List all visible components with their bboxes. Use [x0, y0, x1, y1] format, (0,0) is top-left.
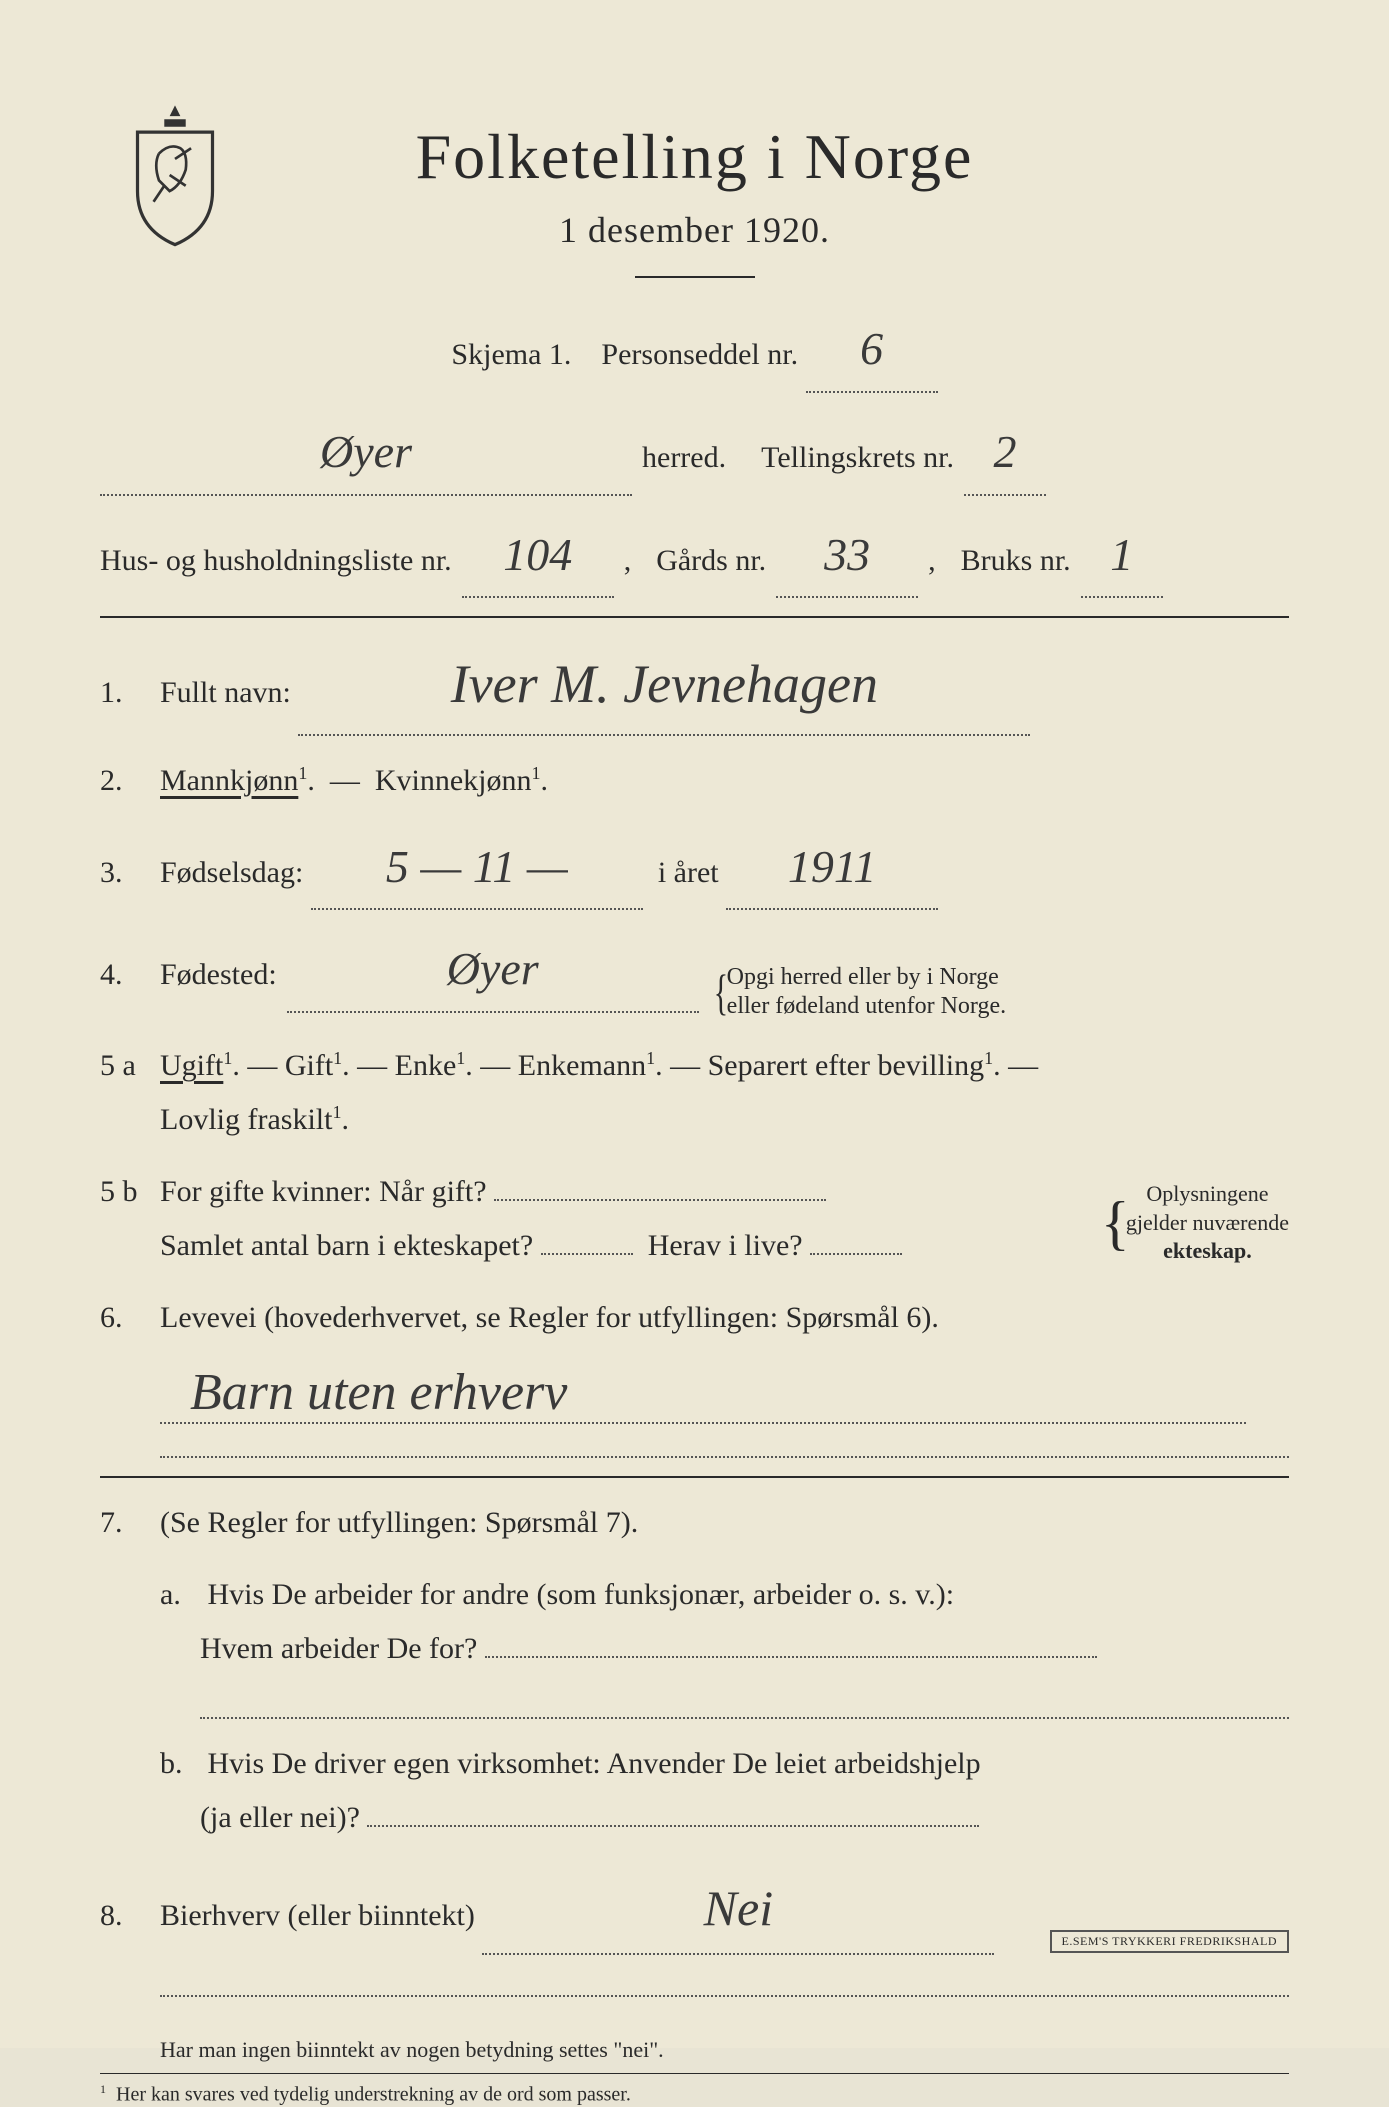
- q8-label: Bierhverv (eller biinntekt): [160, 1899, 475, 1932]
- gards-nr: 33: [776, 514, 918, 599]
- q7b-field: [367, 1825, 979, 1827]
- q4-value: Øyer: [287, 928, 699, 1013]
- q5b-note: Oplysningene gjelder nuværende ekteskap.: [1101, 1180, 1289, 1266]
- q5a-gift: Gift: [285, 1049, 333, 1082]
- skjema-label: Skjema 1.: [451, 338, 571, 371]
- q7-label: (Se Regler for utfyllingen: Spørsmål 7).: [160, 1496, 1289, 1550]
- q5b-line2a: Samlet antal barn i ekteskapet?: [160, 1229, 533, 1262]
- husliste-line: Hus- og husholdningsliste nr. 104, Gårds…: [100, 514, 1289, 599]
- bruks-label: Bruks nr.: [961, 534, 1071, 588]
- q7b-row: b. Hvis De driver egen virksomhet: Anven…: [160, 1737, 1289, 1845]
- q6-blank-line: [160, 1434, 1289, 1458]
- personseddel-label: Personseddel nr.: [601, 338, 798, 371]
- q7b-text1: Hvis De driver egen virksomhet: Anvender…: [208, 1747, 981, 1780]
- q6-label: Levevei (hovederhvervet, se Regler for u…: [160, 1301, 939, 1334]
- footnote: 1 Her kan svares ved tydelig understrekn…: [100, 2073, 1289, 2107]
- tellingskrets-nr: 2: [964, 411, 1046, 496]
- q1-label: Fullt navn:: [160, 676, 291, 709]
- q3-num: 3.: [100, 846, 160, 900]
- herred-label: herred.: [642, 431, 726, 485]
- q5a-num: 5 a: [100, 1039, 160, 1093]
- q5b-barn-field: [541, 1253, 633, 1255]
- footer-note: Har man ingen biinntekt av nogen betydni…: [160, 2037, 1289, 2063]
- q3-row: 3. Fødselsdag: 5 — 11 — i året 1911: [100, 826, 1289, 911]
- divider-1: [100, 616, 1289, 618]
- divider-2: [100, 1476, 1289, 1478]
- gards-label: Gårds nr.: [656, 534, 766, 588]
- q6-row: 6. Levevei (hovederhvervet, se Regler fo…: [100, 1291, 1289, 1345]
- tellingskrets-label: Tellingskrets nr.: [761, 431, 954, 485]
- herred-value: Øyer: [100, 411, 632, 496]
- q5a-fraskilt: Lovlig fraskilt: [160, 1103, 332, 1136]
- q4-note: Opgi herred eller by i Norge eller fødel…: [709, 963, 1006, 1021]
- q5a-enke: Enke: [395, 1049, 457, 1082]
- q5b-line1: For gifte kvinner: Når gift?: [160, 1175, 487, 1208]
- q1-num: 1.: [100, 666, 160, 720]
- header-divider: [635, 276, 755, 278]
- q2-mann: Mannkjønn: [160, 764, 298, 797]
- q7b-text2: (ja eller nei)?: [200, 1801, 360, 1834]
- q5b-row: 5 b For gifte kvinner: Når gift? Samlet …: [100, 1165, 1289, 1273]
- q7a-letter: a.: [160, 1568, 200, 1622]
- q3-daymonth: 5 — 11 —: [311, 826, 643, 911]
- q7a-blank: [200, 1694, 1289, 1718]
- q5a-separert: Separert efter bevilling: [708, 1049, 985, 1082]
- q3-year: 1911: [726, 826, 938, 911]
- q7a-row: a. Hvis De arbeider for andre (som funks…: [160, 1568, 1289, 1676]
- form-title: Folketelling i Norge: [100, 120, 1289, 194]
- coat-of-arms-icon: [120, 100, 230, 250]
- q7a-text1: Hvis De arbeider for andre (som funksjon…: [208, 1578, 955, 1611]
- q3-yearlabel: i året: [658, 856, 719, 889]
- q7a-field: [485, 1656, 1097, 1658]
- q1-value: Iver M. Jevnehagen: [298, 636, 1030, 735]
- q4-num: 4.: [100, 948, 160, 1002]
- q2-row: 2. Mannkjønn1. — Kvinnekjønn1.: [100, 754, 1289, 808]
- personseddel-nr: 6: [806, 308, 938, 393]
- herred-line: Øyer herred. Tellingskrets nr. 2: [100, 411, 1289, 496]
- printer-mark: E.SEM'S TRYKKERI FREDRIKSHALD: [1050, 1930, 1289, 1953]
- q2-num: 2.: [100, 754, 160, 808]
- q3-label: Fødselsdag:: [160, 856, 303, 889]
- q6-value-line: Barn uten erhverv: [160, 1363, 1289, 1424]
- q8-num: 8.: [100, 1889, 160, 1943]
- form-subtitle: 1 desember 1920.: [100, 209, 1289, 251]
- q7a-text2: Hvem arbeider De for?: [200, 1632, 477, 1665]
- q5b-gift-field: [494, 1199, 826, 1201]
- q2-kvinne: Kvinnekjønn: [375, 764, 532, 797]
- husliste-nr: 104: [462, 514, 614, 599]
- skjema-line: Skjema 1. Personseddel nr. 6: [100, 308, 1289, 393]
- form-header: Folketelling i Norge 1 desember 1920.: [100, 120, 1289, 278]
- census-form-page: Folketelling i Norge 1 desember 1920. Sk…: [0, 0, 1389, 2048]
- q5b-live-field: [810, 1253, 902, 1255]
- q5a-enkemann: Enkemann: [518, 1049, 646, 1082]
- q5b-num: 5 b: [100, 1165, 160, 1219]
- q7-row: 7. (Se Regler for utfyllingen: Spørsmål …: [100, 1496, 1289, 1550]
- husliste-label: Hus- og husholdningsliste nr.: [100, 534, 452, 588]
- q5a-ugift: Ugift: [160, 1049, 223, 1082]
- q4-row: 4. Fødested: Øyer Opgi herred eller by i…: [100, 928, 1289, 1021]
- q8-value: Nei: [482, 1863, 994, 1955]
- q8-blank: [160, 1973, 1289, 1997]
- bruks-nr: 1: [1081, 514, 1163, 599]
- q5a-row: 5 a Ugift1. — Gift1. — Enke1. — Enkemann…: [100, 1039, 1289, 1147]
- q7-num: 7.: [100, 1496, 160, 1550]
- q6-num: 6.: [100, 1291, 160, 1345]
- q1-row: 1. Fullt navn: Iver M. Jevnehagen: [100, 636, 1289, 735]
- q6-value: Barn uten erhverv: [160, 1363, 1246, 1424]
- q4-label: Fødested:: [160, 948, 277, 1002]
- q7b-letter: b.: [160, 1737, 200, 1791]
- q5b-line2b: Herav i live?: [648, 1229, 803, 1262]
